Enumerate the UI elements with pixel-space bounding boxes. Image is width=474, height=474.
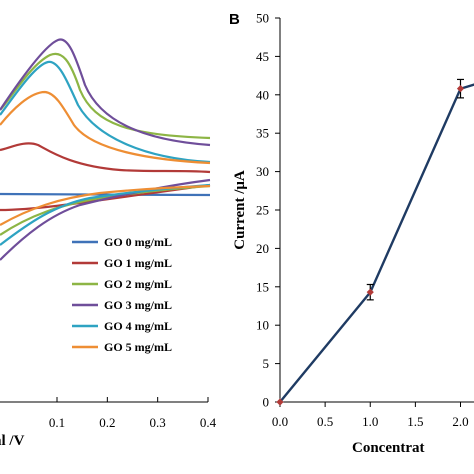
legend-label: GO 0 mg/mL: [104, 235, 172, 249]
panel-a-x-tick-label: 0.4: [200, 415, 217, 430]
legend-label: GO 1 mg/mL: [104, 256, 172, 270]
panel-b-y-ticks: 0 5 10 15 20 25 30 35 40 45 50: [256, 11, 280, 410]
cv-curve-go-5: [0, 90, 211, 226]
panel-b-y-tick-label: 45: [256, 49, 269, 64]
panel-a-x-tick-label: 0.3: [150, 415, 166, 430]
panel-a-x-tick-label: 0.1: [49, 415, 65, 430]
cv-curve-go-0: [0, 192, 211, 197]
data-point: [366, 288, 374, 296]
legend-label: GO 4 mg/mL: [104, 319, 172, 333]
panel-b: B 0 5 10 15 20 25 30 35 40 45 50 0.0 0.5 1.0 1.5 2.0 C…: [229, 11, 474, 456]
panel-b-x-tick-label: 2.0: [452, 414, 468, 429]
panel-b-label: B: [229, 11, 240, 28]
panel-b-x-tick-label: 0.0: [272, 414, 288, 429]
panel-b-x-axis-label: Concentrat: [352, 440, 424, 456]
cv-curve-go-3: [0, 38, 211, 261]
panel-a-x-ticks: 0.1 0.2 0.3 0.4: [49, 397, 217, 430]
data-point: [276, 398, 284, 406]
panel-a-x-axis-label: al /V: [0, 433, 25, 449]
panel-b-x-tick-label: 0.5: [317, 414, 333, 429]
panel-b-x-tick-label: 1.0: [362, 414, 378, 429]
panel-b-y-tick-label: 0: [263, 395, 270, 410]
legend-label: GO 2 mg/mL: [104, 277, 172, 291]
data-point: [456, 85, 465, 93]
panel-b-y-tick-label: 50: [256, 11, 269, 26]
panel-a-legend: GO 0 mg/mL GO 1 mg/mL GO 2 mg/mL GO 3 mg/mL…: [72, 235, 172, 354]
panel-b-x-tick-label: 1.5: [407, 414, 423, 429]
panel-b-y-tick-label: 20: [256, 241, 269, 256]
panel-b-y-tick-label: 5: [263, 356, 270, 371]
panel-b-y-tick-label: 10: [256, 318, 269, 333]
panel-b-y-tick-label: 40: [256, 87, 269, 102]
panel-b-y-tick-label: 25: [256, 203, 269, 218]
legend-label: GO 3 mg/mL: [104, 298, 172, 312]
panel-a-x-tick-label: 0.2: [99, 415, 115, 430]
panel-b-y-tick-label: 30: [256, 164, 269, 179]
panel-b-x-ticks: 0.0 0.5 1.0 1.5 2.0: [272, 402, 469, 429]
panel-b-y-tick-label: 35: [256, 126, 269, 141]
panel-b-series: [276, 78, 474, 406]
panel-b-y-tick-label: 15: [256, 279, 269, 294]
legend-label: GO 5 mg/mL: [104, 340, 172, 354]
panel-b-line: [279, 83, 474, 403]
cv-curves: [0, 38, 211, 261]
panel-b-y-axis-label: Current /μA: [232, 170, 248, 250]
